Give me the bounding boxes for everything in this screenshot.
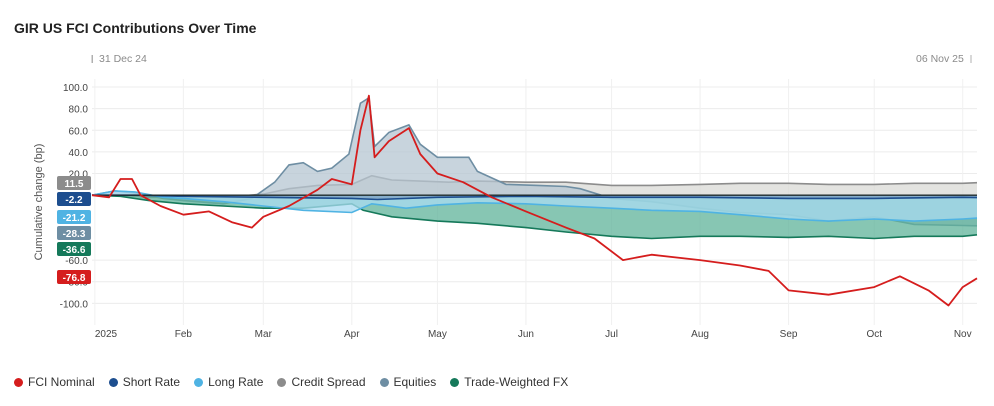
legend-item[interactable]: Credit Spread xyxy=(277,375,366,389)
end-value-badge xyxy=(57,210,91,224)
y-tick-label: 40.0 xyxy=(69,148,89,159)
legend-item[interactable]: Long Rate xyxy=(194,375,263,389)
x-tick-label: May xyxy=(428,329,447,340)
x-tick-label: Aug xyxy=(691,329,709,340)
y-tick-label: 100.0 xyxy=(63,83,88,94)
end-value-badge xyxy=(57,242,91,256)
x-tick-label: Nov xyxy=(954,329,972,340)
legend-item[interactable]: Short Rate xyxy=(108,375,181,389)
end-value-label: -28.3 xyxy=(63,229,86,240)
x-tick-label: Feb xyxy=(175,329,193,340)
end-value-label: -76.8 xyxy=(63,273,86,284)
end-value-label: -2.2 xyxy=(65,195,83,206)
legend-label: Long Rate xyxy=(208,375,264,389)
series-line-long-rate xyxy=(91,190,978,222)
y-tick-label: 80.0 xyxy=(69,105,89,116)
x-tick-label: Jul xyxy=(605,329,618,340)
chart-plot: 100.080.060.040.020.0-60.0-80.0-100.0202… xyxy=(33,55,978,340)
legend-swatch xyxy=(450,377,460,387)
series-line-short-rate xyxy=(92,194,978,201)
y-axis-title: Cumulative change (bp) xyxy=(33,144,45,261)
range-end-date: 06 Nov 25 xyxy=(916,53,964,65)
legend-swatch xyxy=(108,377,118,387)
legend: FCI Nominal Short Rate Long Rate Credit Spr… xyxy=(14,375,568,389)
range-start-date: 31 Dec 24 xyxy=(99,53,147,65)
legend-item[interactable]: Equities xyxy=(379,375,437,389)
x-tick-label: Mar xyxy=(255,329,273,340)
x-tick-label: 2025 xyxy=(95,329,118,340)
y-tick-label: -100.0 xyxy=(60,299,89,310)
legend-swatch xyxy=(379,377,389,387)
legend-label: Short Rate xyxy=(122,375,181,389)
end-value-label: 11.5 xyxy=(65,179,84,190)
end-value-badge xyxy=(57,192,91,206)
area-short-rate xyxy=(92,195,977,200)
legend-item[interactable]: FCI Nominal xyxy=(14,375,95,389)
legend-item[interactable]: Trade-Weighted FX xyxy=(450,375,568,389)
area-equities xyxy=(92,97,977,226)
legend-swatch xyxy=(277,377,287,387)
y-tick-label: 60.0 xyxy=(69,126,89,137)
x-tick-label: Jun xyxy=(518,329,534,340)
end-value-badge xyxy=(57,176,91,190)
y-tick-label: 20.0 xyxy=(69,170,89,181)
x-tick-label: Oct xyxy=(866,329,882,340)
legend-label: FCI Nominal xyxy=(28,375,95,389)
y-tick-label: -60.0 xyxy=(65,256,88,267)
legend-label: Equities xyxy=(393,375,437,389)
end-value-label: -21.2 xyxy=(63,213,86,224)
end-value-badge xyxy=(57,270,91,284)
chart-title: GIR US FCI Contributions Over Time xyxy=(14,20,257,36)
x-tick-label: Sep xyxy=(780,329,798,340)
legend-label: Trade-Weighted FX xyxy=(464,375,569,389)
end-value-badge xyxy=(57,226,91,240)
range-end-label[interactable]: 06 Nov 25 xyxy=(916,53,964,65)
end-value-label: -36.6 xyxy=(63,245,86,256)
series-line-fci-nominal xyxy=(91,94,978,307)
legend-swatch xyxy=(194,377,204,387)
legend-swatch xyxy=(14,377,23,387)
x-tick-label: Apr xyxy=(344,329,360,340)
series-line-trade-weighted-fx xyxy=(91,194,978,240)
legend-label: Credit Spread xyxy=(291,375,366,389)
